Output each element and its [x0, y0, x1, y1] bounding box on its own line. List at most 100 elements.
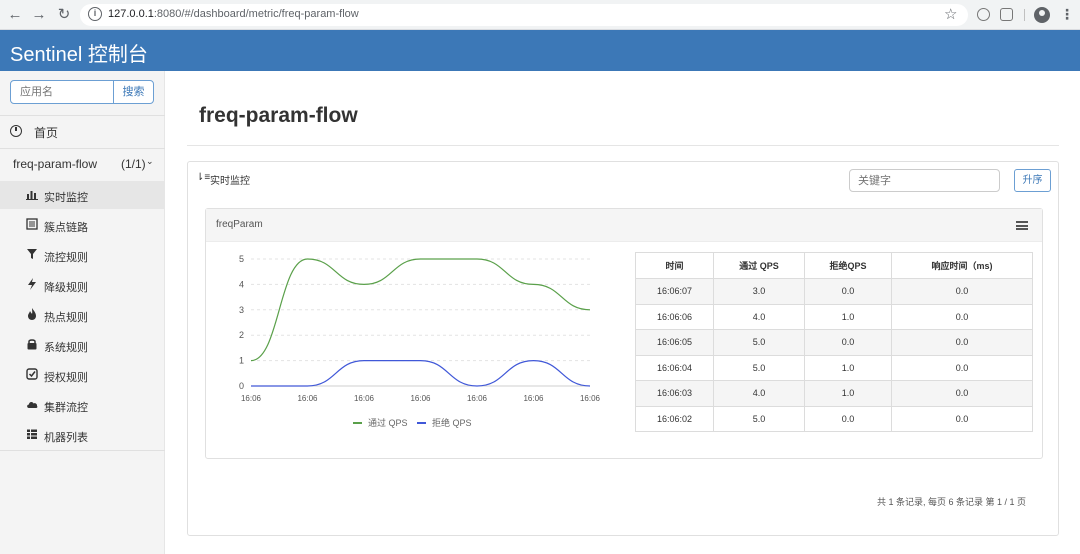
cell: 0.0 — [804, 329, 892, 356]
menu-label: 簇点链路 — [44, 222, 88, 234]
panel-title: 实时监控 — [210, 176, 250, 187]
bar-chart-icon — [26, 188, 38, 200]
app-group-header[interactable]: freq-param-flow (1/1) ⌄ — [13, 156, 158, 175]
sidebar-item-cluster-link[interactable]: 簇点链路 — [0, 211, 165, 239]
y-tick-label: 4 — [239, 279, 244, 289]
sidebar-item-system-rules[interactable]: 系统规则 — [0, 331, 165, 359]
list-menu-icon[interactable] — [1016, 221, 1028, 230]
forward-icon[interactable]: → — [31, 6, 47, 23]
cell: 5.0 — [713, 329, 805, 356]
sidebar-item-machine-list[interactable]: 机器列表 — [0, 421, 165, 449]
legend-label: 拒绝 QPS — [432, 417, 472, 428]
app-header: Sentinel 控制台 — [0, 30, 1080, 71]
table-row: 16:06:04 5.0 1.0 0.0 — [635, 354, 1033, 381]
y-tick-label: 5 — [239, 254, 244, 264]
cell: 0.0 — [804, 278, 892, 305]
menu-label: 集群流控 — [44, 402, 88, 414]
x-tick-label: 16:06 — [523, 394, 544, 403]
table-row: 16:06:07 3.0 0.0 0.0 — [635, 278, 1033, 305]
page-title: freq-param-flow — [199, 104, 358, 127]
cell: 16:06:04 — [635, 354, 714, 381]
table-row: 16:06:06 4.0 1.0 0.0 — [635, 303, 1033, 330]
cell: 0.0 — [891, 303, 1033, 330]
url-text: 127.0.0.1:8080/#/dashboard/metric/freq-p… — [108, 8, 359, 20]
fire-icon — [26, 308, 38, 320]
back-icon[interactable]: ← — [7, 6, 23, 23]
profile-icon[interactable] — [1034, 7, 1050, 23]
cell: 16:06:03 — [635, 380, 714, 407]
cell: 4.0 — [713, 303, 805, 330]
lock-icon — [26, 338, 38, 350]
col-header-rt[interactable]: 响应时间（ms) — [891, 252, 1033, 279]
legend-label: 通过 QPS — [368, 417, 408, 428]
app-search-input[interactable] — [10, 80, 114, 104]
col-header-time[interactable]: 时间 — [635, 252, 714, 279]
filter-icon — [26, 248, 38, 260]
cell: 5.0 — [713, 354, 805, 381]
extension-icon[interactable] — [1000, 8, 1013, 21]
cell: 1.0 — [804, 303, 892, 330]
resource-name: freqParam — [216, 219, 263, 230]
cell: 0.0 — [891, 329, 1033, 356]
menu-label: 系统规则 — [44, 342, 88, 354]
cell: 16:06:05 — [635, 329, 714, 356]
address-bar[interactable]: i 127.0.0.1:8080/#/dashboard/metric/freq… — [80, 4, 968, 26]
divider — [0, 148, 165, 149]
table-header-row: 时间 通过 QPS 拒绝QPS 响应时间（ms) — [635, 252, 1033, 279]
bookmark-star-icon[interactable]: ☆ — [944, 6, 958, 23]
keyword-search-input[interactable] — [849, 169, 1000, 192]
sort-ascending-button[interactable]: 升序 — [1014, 169, 1051, 192]
cell: 3.0 — [713, 278, 805, 305]
info-icon[interactable]: i — [88, 7, 102, 21]
kebab-menu-icon[interactable]: ⋮ — [1060, 6, 1074, 22]
divider — [0, 115, 165, 116]
sidebar-item-flow-rules[interactable]: 流控规则 — [0, 241, 165, 269]
th-list-icon — [26, 428, 38, 440]
x-tick-label: 16:06 — [241, 394, 262, 403]
cloud-icon — [26, 398, 38, 410]
flash-icon — [26, 278, 38, 290]
cell: 0.0 — [891, 354, 1033, 381]
x-tick-label: 16:06 — [580, 394, 601, 403]
pagination-text: 共 1 条记录, 每页 6 条记录 第 1 / 1 页 — [877, 497, 1027, 507]
cell: 16:06:06 — [635, 303, 714, 330]
app-machine-count: (1/1) — [121, 157, 146, 171]
x-tick-label: 16:06 — [467, 394, 488, 403]
clock-icon — [10, 125, 22, 137]
toolbar-separator — [1024, 9, 1025, 21]
sidebar-item-cluster-flow[interactable]: 集群流控 — [0, 391, 165, 419]
cell: 16:06:02 — [635, 405, 714, 432]
table-row: 16:06:02 5.0 0.0 0.0 — [635, 405, 1033, 432]
col-header-pass-qps[interactable]: 通过 QPS — [713, 252, 805, 279]
home-label: 首页 — [34, 126, 59, 140]
cell: 4.0 — [713, 380, 805, 407]
extension-icon[interactable] — [977, 8, 990, 21]
series-line-0 — [250, 258, 591, 362]
app-name: freq-param-flow — [13, 157, 98, 171]
menu-label: 授权规则 — [44, 372, 88, 384]
y-tick-label: 1 — [239, 356, 244, 366]
metric-table: 时间 通过 QPS 拒绝QPS 响应时间（ms) 16:06:07 3.0 0.… — [635, 252, 1033, 432]
title-divider — [187, 145, 1059, 146]
sidebar-item-auth-rules[interactable]: 授权规则 — [0, 361, 165, 389]
browser-toolbar: ← → ↻ i 127.0.0.1:8080/#/dashboard/metri… — [0, 0, 1080, 30]
col-header-block-qps[interactable]: 拒绝QPS — [804, 252, 892, 279]
search-button[interactable]: 搜索 — [113, 80, 154, 104]
sidebar-item-hot-param-rules[interactable]: 热点规则 — [0, 301, 165, 329]
x-tick-label: 16:06 — [297, 394, 318, 403]
menu-label: 降级规则 — [44, 282, 88, 294]
x-tick-label: 16:06 — [354, 394, 375, 403]
table-row: 16:06:05 5.0 0.0 0.0 — [635, 329, 1033, 356]
brand-title[interactable]: Sentinel 控制台 — [10, 44, 148, 66]
reload-icon[interactable]: ↻ — [57, 6, 71, 23]
y-tick-label: 0 — [239, 381, 244, 391]
divider — [0, 450, 165, 451]
qps-line-chart: 0 1 2 3 4 5 16:06 16:06 16:06 16:06 16:06 16:06 16:0… — [239, 254, 601, 428]
sort-icon: ⇂≡ — [196, 172, 211, 183]
cell: 0.0 — [891, 278, 1033, 305]
sidebar-item-realtime-monitor[interactable]: 实时监控 — [0, 181, 165, 209]
cell: 0.0 — [891, 405, 1033, 432]
sidebar-item-degrade-rules[interactable]: 降级规则 — [0, 271, 165, 299]
cell: 0.0 — [891, 380, 1033, 407]
cell: 5.0 — [713, 405, 805, 432]
